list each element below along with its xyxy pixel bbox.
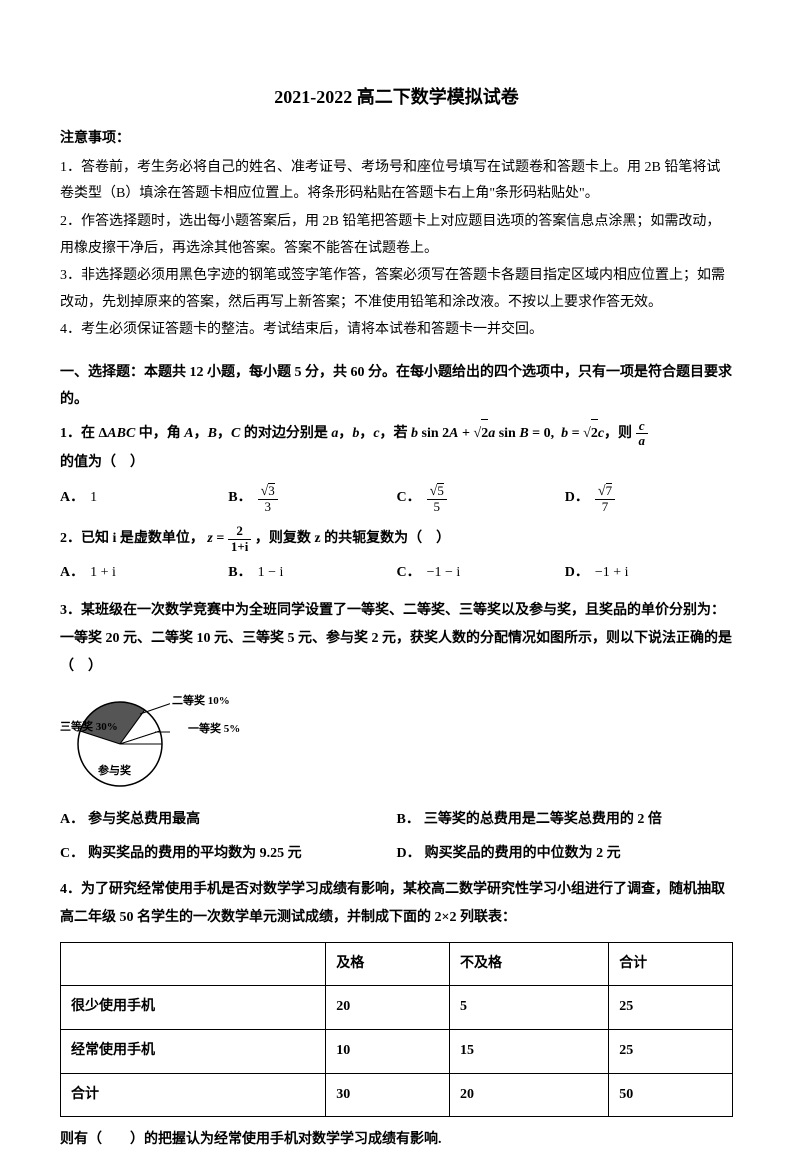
q2-tail: ，则复数 z 的共轭复数为（ ） (255, 531, 450, 546)
q1-option-a-value: 1 (90, 485, 97, 512)
q1-ratio: c a (636, 419, 649, 449)
q2-d-val: −1 + i (595, 560, 629, 587)
q2-c-val: −1 − i (427, 560, 461, 587)
q3-option-a[interactable]: A． 参与奖总费用最高 (60, 807, 397, 834)
instruction-2: 2．作答选择题时，选出每小题答案后，用 2B 铅笔把答题卡上对应题目选项的答案信… (60, 209, 733, 262)
pie-label-canyu: 参与奖 (98, 761, 131, 782)
q3-d-val: 购买奖品的费用的中位数为 2 元 (425, 846, 621, 861)
q2-options: A．1 + i B． 1 − i C．−1 − i D．−1 + i (60, 560, 733, 587)
instruction-4: 4．考生必须保证答题卡的整洁。考试结束后，请将本试卷和答题卡一并交回。 (60, 317, 733, 344)
table-cell: 20 (326, 986, 450, 1030)
q3-option-b[interactable]: B． 三等奖的总费用是二等奖总费用的 2 倍 (397, 807, 734, 834)
contingency-table: 及格 不及格 合计 很少使用手机20525经常使用手机101525合计30205… (60, 942, 733, 1117)
q2-label-b: B． (228, 560, 251, 587)
table-header-row: 及格 不及格 合计 (61, 942, 733, 986)
table-cell: 合计 (61, 1073, 326, 1117)
q2-text: 2．已知 i 是虚数单位， (60, 531, 204, 546)
instruction-1: 1．答卷前，考生务必将自己的姓名、准考证号、考场号和座位号填写在试题卷和答题卡上… (60, 155, 733, 208)
table-cell: 经常使用手机 (61, 1029, 326, 1073)
table-header-2: 不及格 (450, 942, 609, 986)
q2-label-c: C． (397, 560, 421, 587)
q1-option-d-value: √7 7 (595, 483, 615, 515)
q3-label-c: C． (60, 846, 84, 861)
q1-d-sqrt: 7 (606, 483, 613, 498)
table-cell: 50 (609, 1073, 733, 1117)
table-cell: 25 (609, 1029, 733, 1073)
q1-b-den: 3 (258, 500, 278, 514)
q1-text: 1．在 ΔABC 中，角 A，B，C 的对边分别是 a，b，c，若 b sin … (60, 426, 636, 441)
option-label-b: B． (228, 485, 251, 512)
page-title: 2021-2022 高二下数学模拟试卷 (60, 80, 733, 114)
q2-option-c[interactable]: C．−1 − i (397, 560, 565, 587)
table-header-0 (61, 942, 326, 986)
q2-label-d: D． (565, 560, 589, 587)
q3-c-val: 购买奖品的费用的平均数为 9.25 元 (88, 846, 302, 861)
q2-z-den: 1+i (228, 540, 252, 554)
q2-option-d[interactable]: D．−1 + i (565, 560, 733, 587)
table-row: 经常使用手机101525 (61, 1029, 733, 1073)
table-cell: 很少使用手机 (61, 986, 326, 1030)
table-cell: 25 (609, 986, 733, 1030)
instruction-3: 3．非选择题必须用黑色字迹的钢笔或签字笔作答，答案必须写在答题卡各题目指定区域内… (60, 263, 733, 316)
table-cell: 5 (450, 986, 609, 1030)
table-row: 合计302050 (61, 1073, 733, 1117)
q1-c-sqrt: 5 (437, 483, 444, 498)
q1-d-den: 7 (595, 500, 615, 514)
question-4: 4．为了研究经常使用手机是否对数学学习成绩有影响，某校高二数学研究性学习小组进行… (60, 876, 733, 932)
q1-c-den: 5 (427, 500, 447, 514)
pie-chart-container: 三等奖 30% 二等奖 10% 一等奖 5% 参与奖 (60, 689, 260, 799)
q2-label-a: A． (60, 560, 84, 587)
q3-option-d[interactable]: D． 购买奖品的费用的中位数为 2 元 (397, 841, 734, 868)
table-header-1: 及格 (326, 942, 450, 986)
q1-tail: 的值为（ ） (60, 455, 144, 470)
q3-b-val: 三等奖的总费用是二等奖总费用的 2 倍 (424, 812, 662, 827)
q3-label-d: D． (397, 846, 421, 861)
table-cell: 10 (326, 1029, 450, 1073)
q2-option-b[interactable]: B． 1 − i (228, 560, 396, 587)
table-row: 很少使用手机20525 (61, 986, 733, 1030)
table-cell: 30 (326, 1073, 450, 1117)
q1-option-c[interactable]: C． √5 5 (397, 483, 565, 515)
q2-z-frac: 2 1+i (228, 524, 252, 554)
q1-option-a[interactable]: A． 1 (60, 483, 228, 515)
q1-option-b-value: √3 3 (258, 483, 278, 515)
question-2: 2．已知 i 是虚数单位， z = 2 1+i ，则复数 z 的共轭复数为（ ） (60, 524, 733, 554)
pie-label-erdeng: 二等奖 10% (172, 691, 230, 712)
table-cell: 20 (450, 1073, 609, 1117)
q1-option-b[interactable]: B． √3 3 (228, 483, 396, 515)
q2-b-val: 1 − i (258, 560, 284, 587)
q1-options: A． 1 B． √3 3 C． √5 5 D． √7 7 (60, 483, 733, 515)
pie-label-yideng: 一等奖 5% (188, 719, 240, 740)
q3-label-b: B． (397, 812, 420, 827)
table-cell: 15 (450, 1029, 609, 1073)
q4-after-text: 则有（ ）的把握认为经常使用手机对数学学习成绩有影响. (60, 1127, 733, 1154)
table-header-3: 合计 (609, 942, 733, 986)
q1-option-d[interactable]: D． √7 7 (565, 483, 733, 515)
q3-a-val: 参与奖总费用最高 (88, 812, 200, 827)
instructions-heading: 注意事项： (60, 126, 733, 153)
q1-ratio-num: c (639, 418, 645, 433)
pie-label-sangdeng: 三等奖 30% (60, 717, 118, 738)
option-label-c: C． (397, 485, 421, 512)
q3-options: A． 参与奖总费用最高 B． 三等奖的总费用是二等奖总费用的 2 倍 C． 购买奖品的… (60, 807, 733, 876)
q2-z-label: z = (207, 531, 227, 546)
option-label-d: D． (565, 485, 589, 512)
q2-a-val: 1 + i (90, 560, 116, 587)
q3-option-c[interactable]: C． 购买奖品的费用的平均数为 9.25 元 (60, 841, 397, 868)
q2-option-a[interactable]: A．1 + i (60, 560, 228, 587)
question-3: 3．某班级在一次数学竞赛中为全班同学设置了一等奖、二等奖、三等奖以及参与奖，且奖… (60, 597, 733, 681)
q1-ratio-den: a (639, 433, 646, 448)
q3-label-a: A． (60, 812, 84, 827)
section-1-title: 一、选择题：本题共 12 小题，每小题 5 分，共 60 分。在每小题给出的四个… (60, 360, 733, 413)
option-label-a: A． (60, 485, 84, 512)
q2-z-num: 2 (228, 524, 252, 539)
q1-b-sqrt: 3 (268, 483, 275, 498)
q1-option-c-value: √5 5 (427, 483, 447, 515)
question-1: 1．在 ΔABC 中，角 A，B，C 的对边分别是 a，b，c，若 b sin … (60, 419, 733, 477)
